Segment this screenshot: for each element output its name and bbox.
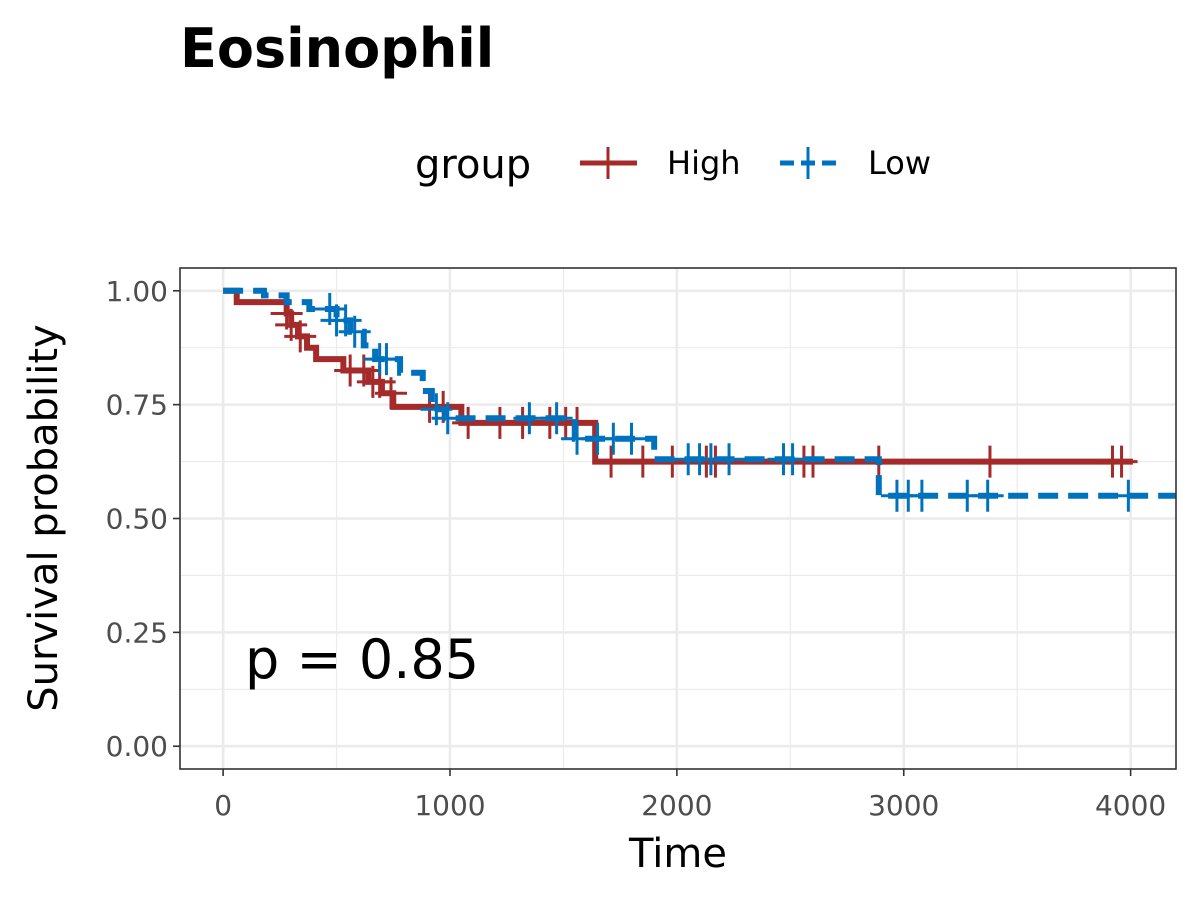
- legend-label-low: Low: [868, 144, 931, 182]
- y-axis-title: Survival probability: [21, 324, 67, 711]
- chart-title: Eosinophil: [180, 17, 494, 80]
- y-tick-label: 0.50: [106, 503, 168, 536]
- x-axis-title: Time: [628, 831, 727, 877]
- legend-title: group: [415, 142, 531, 188]
- x-tick-label: 3000: [868, 789, 939, 822]
- censor-mark-low: [615, 422, 648, 455]
- survival-curves: [223, 287, 1176, 512]
- axes: 0 1000 2000 3000 4000 0.00 0.25 0.50 0.75 1.00: [106, 275, 1167, 822]
- x-tick-label: 0: [214, 789, 232, 822]
- censor-mark-high: [1105, 445, 1138, 478]
- p-value-annotation: p = 0.85: [245, 628, 479, 691]
- censor-mark-high: [595, 445, 628, 478]
- censor-mark-high: [284, 320, 317, 353]
- y-tick-label: 0.25: [106, 616, 168, 649]
- censor-mark-low: [431, 402, 464, 435]
- censor-mark-low: [540, 402, 573, 435]
- legend-key-low: [780, 147, 837, 179]
- censor-mark-low: [971, 479, 1004, 512]
- x-tick-label: 1000: [414, 789, 485, 822]
- y-tick-label: 0.75: [106, 389, 168, 422]
- censor-mark-low: [905, 479, 938, 512]
- censor-mark-high: [452, 406, 485, 439]
- censor-mark-high: [973, 445, 1006, 478]
- censor-mark-low: [513, 402, 546, 435]
- censor-mark-low: [776, 443, 809, 476]
- legend-key-high: [580, 147, 637, 179]
- y-tick-label: 1.00: [106, 275, 168, 308]
- censor-mark-low: [338, 315, 371, 348]
- censor-mark-low: [370, 343, 403, 376]
- curves-clipped: [223, 287, 1176, 512]
- legend-label-high: High: [667, 144, 741, 182]
- x-tick-label: 4000: [1095, 789, 1166, 822]
- censor-mark-low: [713, 443, 746, 476]
- censor-mark-high: [374, 377, 407, 410]
- x-tick-label: 2000: [641, 789, 712, 822]
- censor-mark-low: [1112, 479, 1145, 512]
- censor-mark-high: [506, 406, 539, 439]
- y-tick-label: 0.00: [106, 730, 168, 763]
- censor-mark-high: [626, 445, 659, 478]
- legend: group High Low: [415, 142, 931, 188]
